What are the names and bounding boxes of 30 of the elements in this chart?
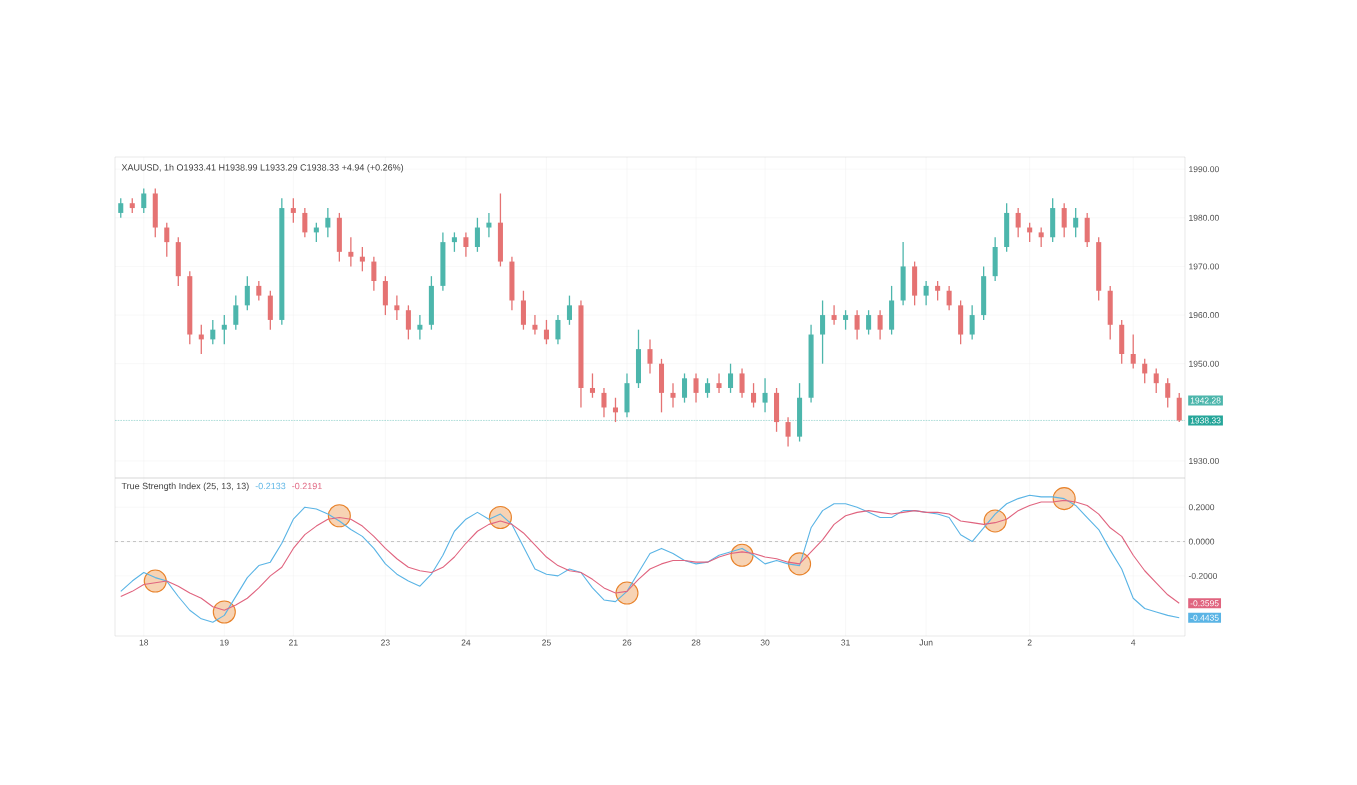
x-tick-label: 4 bbox=[1131, 639, 1136, 646]
x-tick-label: 18 bbox=[139, 639, 149, 646]
y-tick-label: 1960.00 bbox=[1189, 312, 1219, 319]
x-tick-label: Jun bbox=[919, 639, 933, 646]
x-tick-label: 19 bbox=[220, 639, 229, 646]
y-tick-label: 1990.00 bbox=[1189, 166, 1219, 173]
y-tick-label: 1950.00 bbox=[1189, 360, 1219, 367]
y-tick-label: 1980.00 bbox=[1189, 214, 1219, 221]
x-tick-label: 31 bbox=[841, 639, 850, 646]
ref-line-label: 1938.33 bbox=[1190, 417, 1221, 424]
x-tick-label: 25 bbox=[542, 639, 551, 646]
x-tick-label: 24 bbox=[461, 639, 471, 646]
x-tick-label: 26 bbox=[622, 639, 632, 646]
y-tick-label: -0.2000 bbox=[1188, 572, 1218, 579]
annotation: -0.2133 bbox=[255, 482, 286, 490]
x-tick-label: 30 bbox=[760, 639, 770, 646]
chart-title: True Strength Index (25, 13, 13) bbox=[121, 482, 249, 491]
text: XAUUSD, 1h O1933.41 H1938.99 L1933.29 C1938.33 +4.94 (+0.26%) bbox=[121, 164, 404, 173]
x-tick-label: 2 bbox=[1027, 639, 1032, 646]
y-tick-label: 0.2000 bbox=[1188, 504, 1215, 511]
data-label: -0.3595 bbox=[1190, 600, 1219, 607]
x-tick-label: 21 bbox=[289, 639, 298, 646]
x-tick-label: 23 bbox=[381, 639, 390, 646]
annotation: -0.2191 bbox=[292, 482, 322, 490]
y-tick-label: 0.0000 bbox=[1188, 538, 1215, 545]
data-label: -0.4435 bbox=[1190, 614, 1219, 621]
y-tick-label: 1930.00 bbox=[1189, 457, 1219, 464]
y-tick-label: 1970.00 bbox=[1189, 263, 1219, 270]
text: 1942.28 bbox=[1190, 397, 1221, 404]
x-tick-label: 28 bbox=[691, 639, 701, 646]
